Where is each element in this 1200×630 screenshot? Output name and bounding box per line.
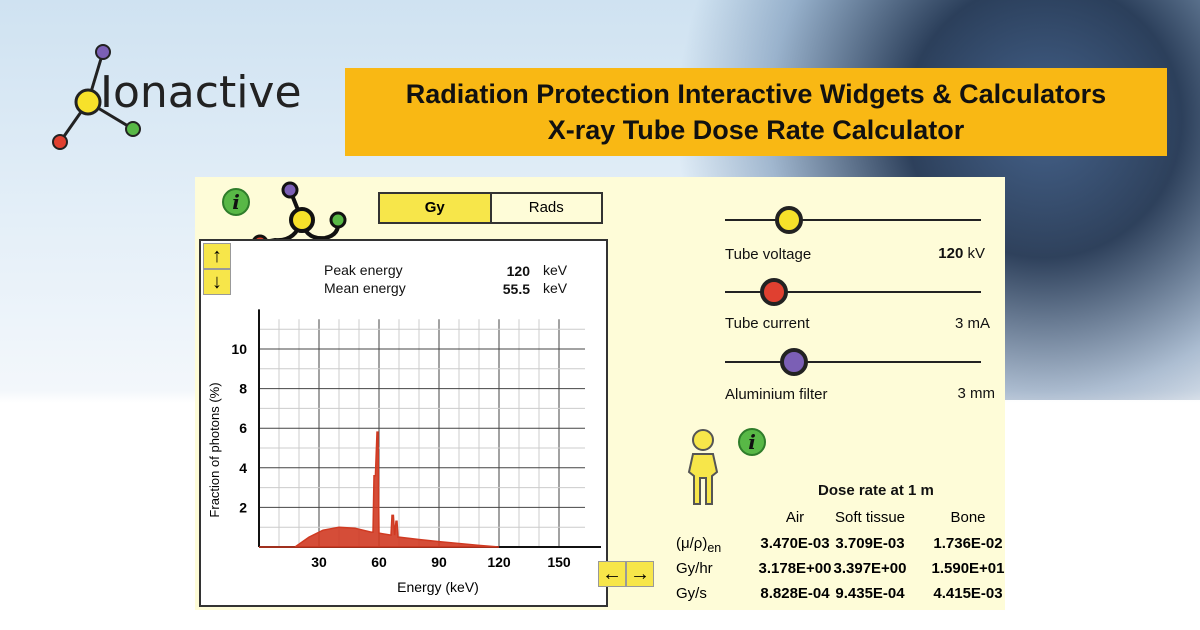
unit-gy-button[interactable]: Gy: [380, 194, 492, 222]
y-tick-label: 10: [231, 341, 247, 357]
dose-row-label: Gy/s: [676, 585, 707, 605]
y-axis-label: Fraction of photons (%): [207, 382, 222, 517]
dose-value-cell: 3.470E-03: [760, 535, 830, 552]
y-tick-label: 2: [239, 499, 247, 515]
x-tick-label: 30: [311, 554, 327, 570]
title-banner: Radiation Protection Interactive Widgets…: [345, 68, 1167, 156]
arrow-right-button[interactable]: →: [626, 561, 654, 587]
aluminium-filter-value: 3: [957, 385, 966, 402]
x-tick-label: 120: [487, 554, 511, 570]
arrow-down-button[interactable]: ↓: [203, 269, 231, 295]
peak-energy-value: 120: [506, 263, 530, 279]
aluminium-filter-knob[interactable]: [780, 348, 809, 376]
row-label-text: Gy/hr: [676, 560, 713, 577]
dose-row-label: Gy/hr: [676, 560, 713, 580]
aluminium-filter-unit: mm: [970, 385, 995, 402]
dose-column-header: Soft tissue: [834, 509, 906, 526]
dose-row-label: (μ/ρ)en: [676, 535, 721, 555]
unit-toggle: Gy Rads: [378, 192, 603, 224]
dose-value-cell: 4.415E-03: [933, 585, 1003, 602]
tube-current-label: Tube current: [725, 315, 810, 332]
aluminium-filter-slider[interactable]: [725, 348, 981, 376]
tube-voltage-unit: kV: [967, 245, 985, 262]
tube-current-slider[interactable]: [725, 278, 981, 306]
aluminium-filter-label: Aluminium filter: [725, 386, 828, 403]
dose-title: Dose rate at 1 m: [818, 482, 934, 499]
dose-column-header: Bone: [950, 509, 986, 526]
dose-value-cell: 1.736E-02: [933, 535, 1003, 552]
dose-value-cell: 1.590E+01: [931, 560, 1005, 577]
row-label-subscript: en: [707, 541, 722, 555]
x-tick-label: 60: [371, 554, 387, 570]
dose-value-cell: 9.435E-04: [835, 585, 905, 602]
mean-energy-value: 55.5: [502, 281, 530, 297]
mean-energy-label: Mean energy: [324, 280, 406, 296]
y-tick-label: 4: [239, 460, 247, 476]
arrow-left-button[interactable]: ←: [598, 561, 626, 587]
dose-value-cell: 3.397E+00: [833, 560, 907, 577]
peak-energy-unit: keV: [543, 262, 568, 278]
spectrum-series: [259, 431, 500, 548]
ionactive-logo: Ionactive: [52, 44, 302, 150]
dose-info-icon[interactable]: i: [738, 428, 766, 456]
tube-voltage-knob[interactable]: [775, 206, 803, 234]
x-tick-label: 90: [431, 554, 447, 570]
dose-value-cell: 3.709E-03: [835, 535, 905, 552]
unit-rads-button[interactable]: Rads: [528, 199, 564, 216]
arrow-up-button[interactable]: ↑: [203, 243, 231, 269]
dose-value-cell: 8.828E-04: [760, 585, 830, 602]
x-axis-label: Energy (keV): [397, 579, 479, 595]
dose-value-cell: 3.178E+00: [758, 560, 832, 577]
banner-title: Radiation Protection Interactive Widgets…: [405, 79, 1107, 109]
peak-energy-label: Peak energy: [324, 262, 403, 278]
spectrum-chart: Fraction of photons (%) Energy (keV) 30 6…: [207, 309, 601, 595]
mean-energy-unit: keV: [543, 280, 568, 296]
tube-current-unit: mA: [967, 315, 991, 332]
person-icon: [687, 429, 719, 505]
tube-voltage-slider[interactable]: [725, 206, 981, 234]
y-tick-label: 8: [239, 381, 247, 397]
tube-voltage-label: Tube voltage: [725, 246, 812, 263]
banner-subtitle: X-ray Tube Dose Rate Calculator: [547, 115, 965, 145]
dose-column-header: Air: [785, 509, 805, 526]
y-tick-label: 6: [239, 420, 247, 436]
tube-current-knob[interactable]: [759, 278, 788, 306]
x-tick-label: 150: [547, 554, 571, 570]
tube-current-value: 3: [954, 315, 964, 332]
tube-voltage-value: 120: [938, 245, 964, 262]
info-icon[interactable]: i: [222, 188, 250, 216]
row-label-text: Gy/s: [676, 585, 707, 602]
row-label-text: (μ/ρ): [676, 535, 708, 552]
logo-text: Ionactive: [100, 67, 302, 118]
